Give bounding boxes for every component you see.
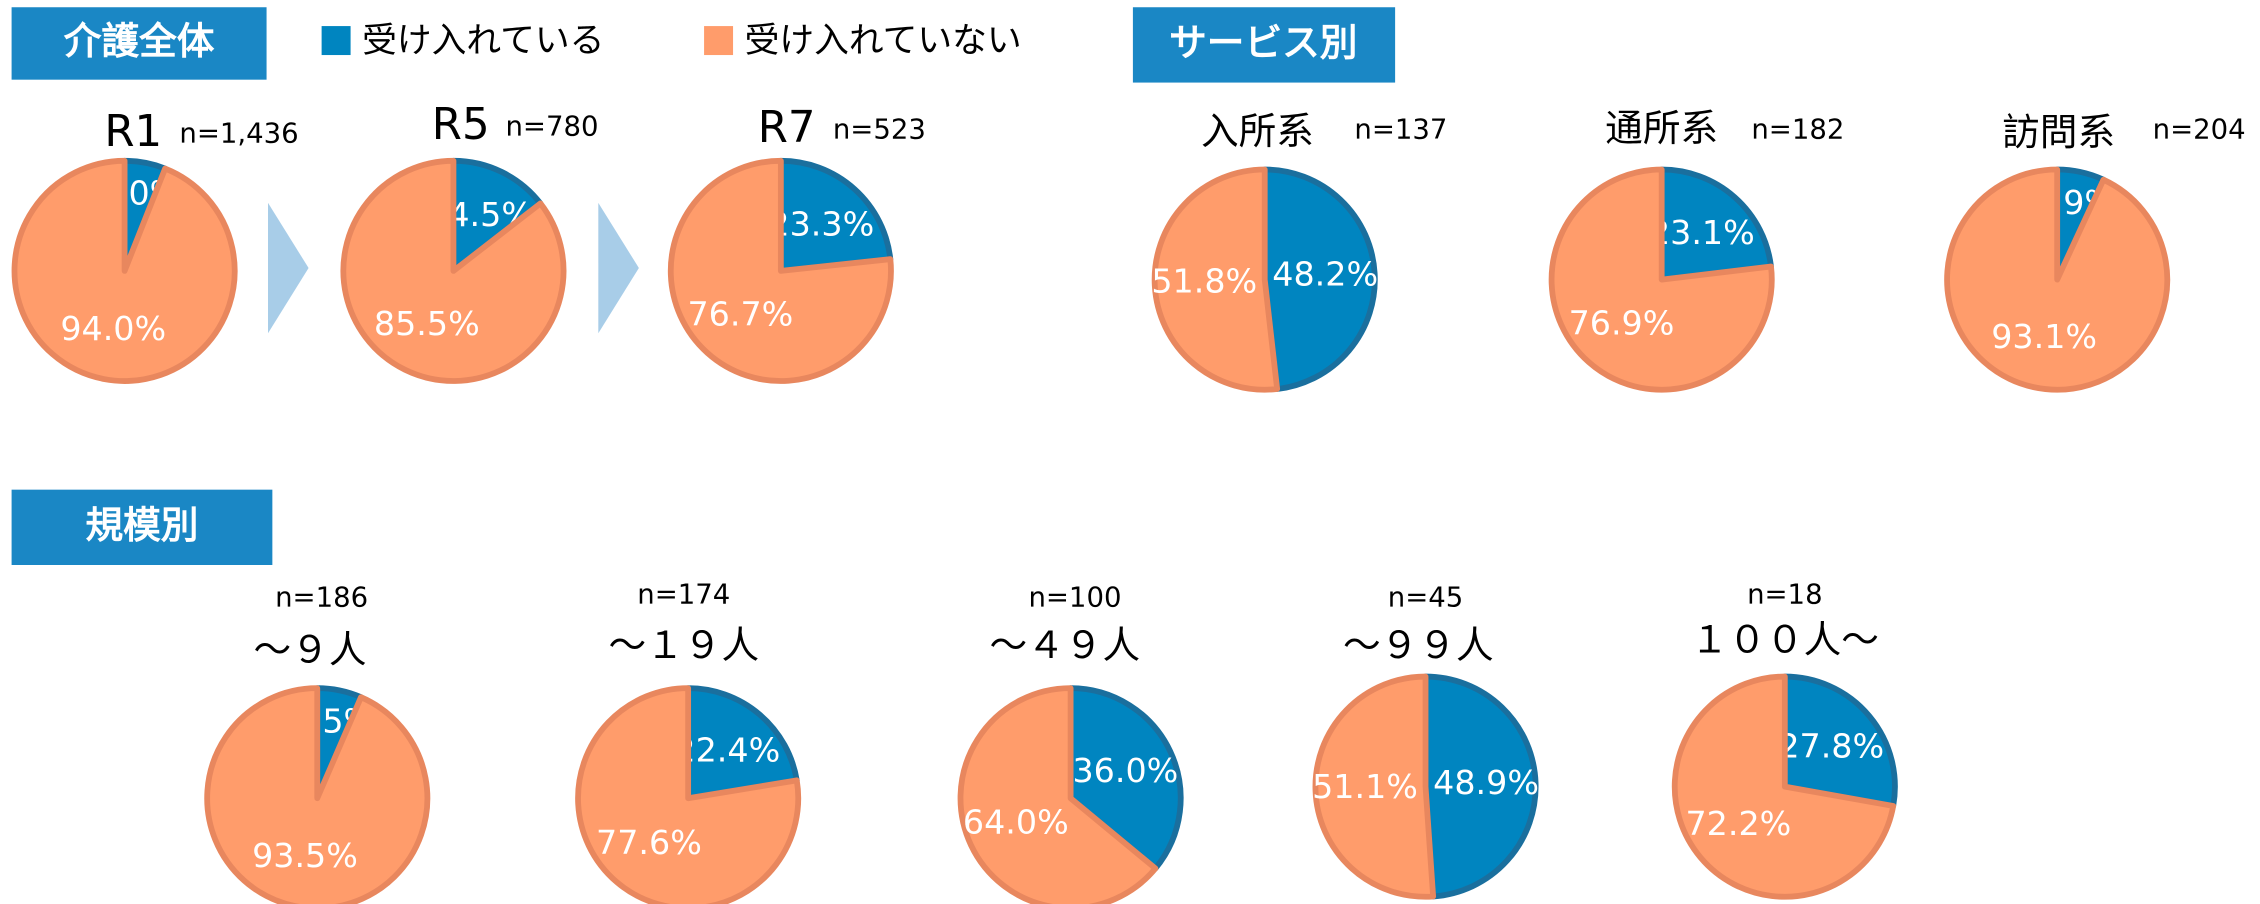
value-label: 36.0% (1072, 751, 1178, 790)
value-label: 93.1% (1991, 317, 2097, 356)
sample-size: n=186 (275, 581, 368, 613)
section-box (11, 489, 273, 565)
pie-slice (1151, 166, 1281, 393)
section-box (1132, 7, 1396, 83)
arrow (268, 202, 309, 334)
pie-slice (450, 157, 544, 274)
sample-size: n=780 (505, 110, 598, 142)
sample-size: n=1,436 (179, 118, 298, 150)
pie-slice (1261, 166, 1378, 392)
value-label: 51.1% (1312, 767, 1418, 806)
pie-slice (1671, 673, 1897, 900)
legend-label: 受け入れている (362, 21, 604, 61)
sample-size: n=523 (833, 113, 926, 145)
value-label: 48.9% (1433, 763, 1539, 802)
legend-swatch (704, 26, 734, 56)
chart-title: R7 (758, 103, 816, 153)
sample-size: n=45 (1388, 581, 1464, 613)
sample-size: n=182 (1751, 113, 1844, 145)
chart-title: ～９人 (254, 627, 367, 671)
chart-title: ～４９人 (989, 623, 1140, 667)
section-box (11, 7, 267, 80)
sample-size: n=204 (2153, 113, 2246, 145)
arrow (598, 202, 639, 334)
pie-slice (957, 685, 1159, 904)
chart-title: 訪問系 (2002, 110, 2115, 154)
sample-size: n=100 (1028, 581, 1121, 613)
pie-slice (1781, 673, 1898, 809)
sample-size: n=174 (637, 578, 730, 610)
value-label: 64.0% (963, 803, 1069, 842)
value-label: 22.4% (674, 731, 780, 770)
pie-slice (777, 157, 894, 274)
value-label: 77.6% (596, 823, 702, 862)
chart-title: ～１９人 (608, 623, 759, 667)
sample-size: n=18 (1747, 578, 1823, 610)
chart-title: 通所系 (1605, 106, 1718, 150)
pie-slice (575, 685, 802, 904)
sample-size: n=137 (1354, 113, 1447, 145)
value-label: 76.9% (1569, 303, 1675, 342)
pie-slice (340, 157, 567, 384)
value-label: 48.2% (1272, 255, 1378, 294)
chart-title: R1 (104, 107, 162, 157)
value-label: 76.7% (687, 294, 793, 333)
pie-slice (1422, 673, 1539, 900)
chart-title: １００人～ (1691, 617, 1879, 661)
legend-label: 受け入れていない (745, 21, 1022, 61)
chart-title: R5 (432, 100, 490, 150)
pie-slice (685, 685, 800, 802)
value-label: 93.5% (252, 836, 358, 875)
chart-title: ～９９人 (1343, 623, 1494, 667)
pie-slice (1944, 166, 2171, 393)
pie-slice (1312, 673, 1437, 900)
pie-slice (1658, 166, 1774, 283)
value-label: 85.5% (374, 304, 480, 343)
value-label: 51.8% (1151, 262, 1257, 301)
value-label: 23.3% (768, 204, 874, 243)
value-label: 72.2% (1685, 804, 1791, 843)
section-title: 介護全体 (64, 19, 215, 63)
pie-slice (204, 685, 431, 904)
section-title: 規模別 (85, 503, 198, 547)
pie-slice (667, 157, 894, 384)
legend-swatch (321, 26, 351, 56)
chart-title: 入所系 (1201, 109, 1314, 153)
value-label: 27.8% (1778, 726, 1884, 765)
value-label: 23.1% (1649, 213, 1755, 252)
pie-slice (11, 157, 238, 384)
pie-slice (1067, 685, 1184, 872)
pie-slice (1548, 166, 1775, 393)
value-label: 94.0% (60, 309, 166, 348)
section-title: サービス別 (1169, 20, 1357, 64)
